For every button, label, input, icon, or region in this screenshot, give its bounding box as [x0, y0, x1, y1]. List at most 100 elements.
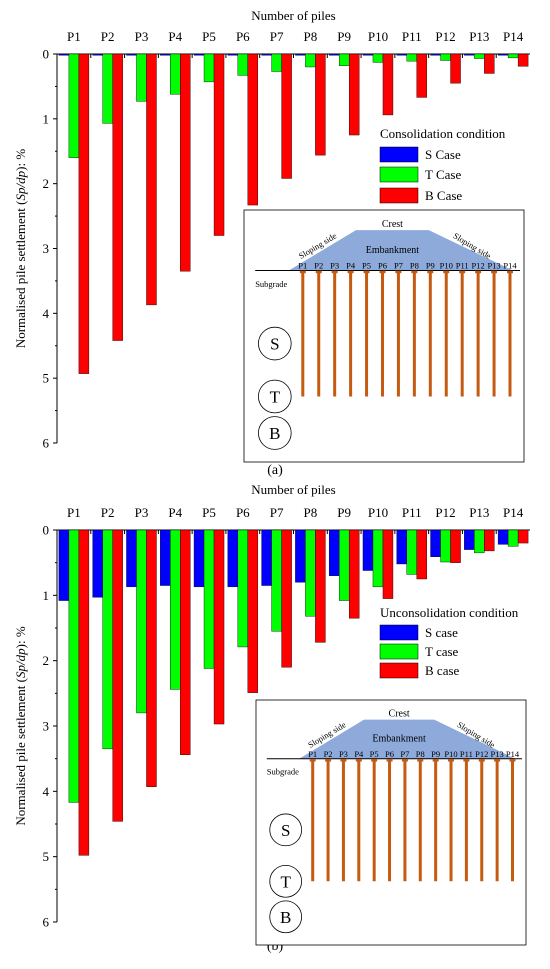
bar-b-case [247, 529, 259, 693]
chart-panel-1: Number of piles 0 1 2 3 4 5 6 Normalised pile se… [13, 8, 530, 478]
x-tick-label: P4 [168, 29, 182, 44]
legend-swatch [379, 146, 419, 163]
legend-swatch [379, 643, 419, 660]
bar-t-case [305, 53, 316, 68]
bar-s-case [160, 529, 171, 586]
y-axis-title-part: Normalised pile settlement ( [13, 201, 28, 349]
y-tick-label: 0 [43, 47, 50, 62]
bar-s-case [497, 529, 509, 545]
bar-b-case [213, 53, 225, 236]
bar-s-case [430, 53, 441, 56]
bar-s-case [193, 529, 205, 588]
case-circle [269, 813, 303, 847]
x-tick-label: P9 [337, 505, 351, 520]
bar-t-case [68, 529, 80, 803]
inset-pile-label: P14 [503, 260, 517, 270]
y-tick-label: 2 [43, 653, 50, 668]
inset-pile-label: P5 [362, 260, 371, 270]
case-circle-label: T [270, 387, 281, 406]
inset-pile-label: P12 [472, 260, 485, 270]
bar-t-case [338, 53, 350, 66]
panel-label: (a) [267, 463, 283, 478]
bar-s-case [261, 529, 272, 586]
bar-t-case [305, 529, 316, 617]
inset-pile-label: P3 [339, 749, 348, 759]
x-tick-label: P14 [503, 29, 524, 44]
legend-swatch [379, 166, 419, 183]
inset-pile-label: P3 [330, 260, 339, 270]
bar-b-case [180, 529, 191, 755]
bar-s-case [396, 53, 407, 56]
x-tick-label: P6 [236, 29, 250, 44]
bar-t-case [68, 53, 80, 158]
y-tick-label: 3 [43, 719, 50, 734]
bar-b-case [281, 529, 292, 668]
bar-t-case [271, 53, 282, 72]
bar-s-case [362, 529, 374, 571]
bar-s-case [58, 53, 70, 56]
x-tick-label: P3 [135, 505, 149, 520]
inset-pile-label: P9 [431, 749, 440, 759]
bar-t-case [406, 53, 417, 62]
y-axis-title-part: Sp/dp [13, 648, 28, 678]
legend: Unconsolidation condition S case T case B c… [379, 605, 519, 679]
crest-label: Crest [389, 709, 410, 720]
legend-swatch [379, 624, 419, 641]
y-axis-title-part: Normalised pile settlement ( [13, 678, 28, 826]
inset-pile-label: P11 [460, 749, 473, 759]
x-tick-label: P9 [337, 29, 351, 44]
bar-s-case [160, 53, 171, 56]
bar-s-case [58, 529, 70, 601]
x-tick-label: P8 [304, 29, 318, 44]
bar-s-case [227, 53, 239, 56]
inset-pile-label: P13 [487, 260, 500, 270]
bar-t-case [507, 529, 519, 547]
bar-t-case [440, 53, 451, 61]
bar-s-case [126, 53, 137, 56]
embankment-shape [288, 230, 513, 271]
bar-t-case [136, 53, 147, 102]
y-tick-label: 0 [43, 523, 50, 538]
y-tick-label: 1 [43, 588, 50, 603]
bar-s-case [497, 53, 509, 56]
x-tick-label: P12 [435, 29, 455, 44]
x-tick-label: P5 [202, 505, 216, 520]
inset-pile-label: P10 [444, 749, 457, 759]
bar-b-case [450, 53, 461, 84]
x-tick-label: P12 [435, 505, 455, 520]
x-tick-label: P1 [67, 505, 81, 520]
legend-swatch [379, 187, 419, 204]
bar-t-case [507, 53, 519, 59]
legend-label: B case [425, 663, 460, 678]
bar-s-case [92, 529, 103, 598]
embankment-label: Embankment [366, 245, 420, 256]
legend-label: S case [425, 625, 458, 640]
bar-t-case [372, 529, 384, 588]
bar-t-case [338, 529, 350, 601]
case-circle-label: B [269, 424, 280, 443]
inset-pile-label: P7 [400, 749, 409, 759]
y-tick-label: 6 [43, 915, 50, 930]
inset-pile-label: P4 [354, 749, 364, 759]
x-tick-label: P11 [402, 505, 422, 520]
bar-b-case [416, 529, 427, 580]
y-tick-label: 4 [43, 306, 50, 321]
legend-swatch [379, 662, 419, 679]
bar-t-case [237, 529, 249, 648]
legend-label: T case [425, 644, 459, 659]
bar-t-case [170, 53, 181, 95]
bar-s-case [362, 53, 374, 56]
bar-s-case [464, 53, 475, 56]
legend-label: B Case [425, 188, 462, 203]
x-tick-label: P10 [368, 505, 388, 520]
inset-pile-label: P1 [298, 260, 307, 270]
y-tick-label: 3 [43, 241, 50, 256]
bar-b-case [112, 529, 123, 822]
case-circle [258, 326, 292, 361]
case-circle [269, 864, 303, 898]
inset-pile-label: P7 [394, 260, 403, 270]
y-tick-label: 6 [43, 436, 50, 451]
bar-s-case [328, 529, 340, 576]
